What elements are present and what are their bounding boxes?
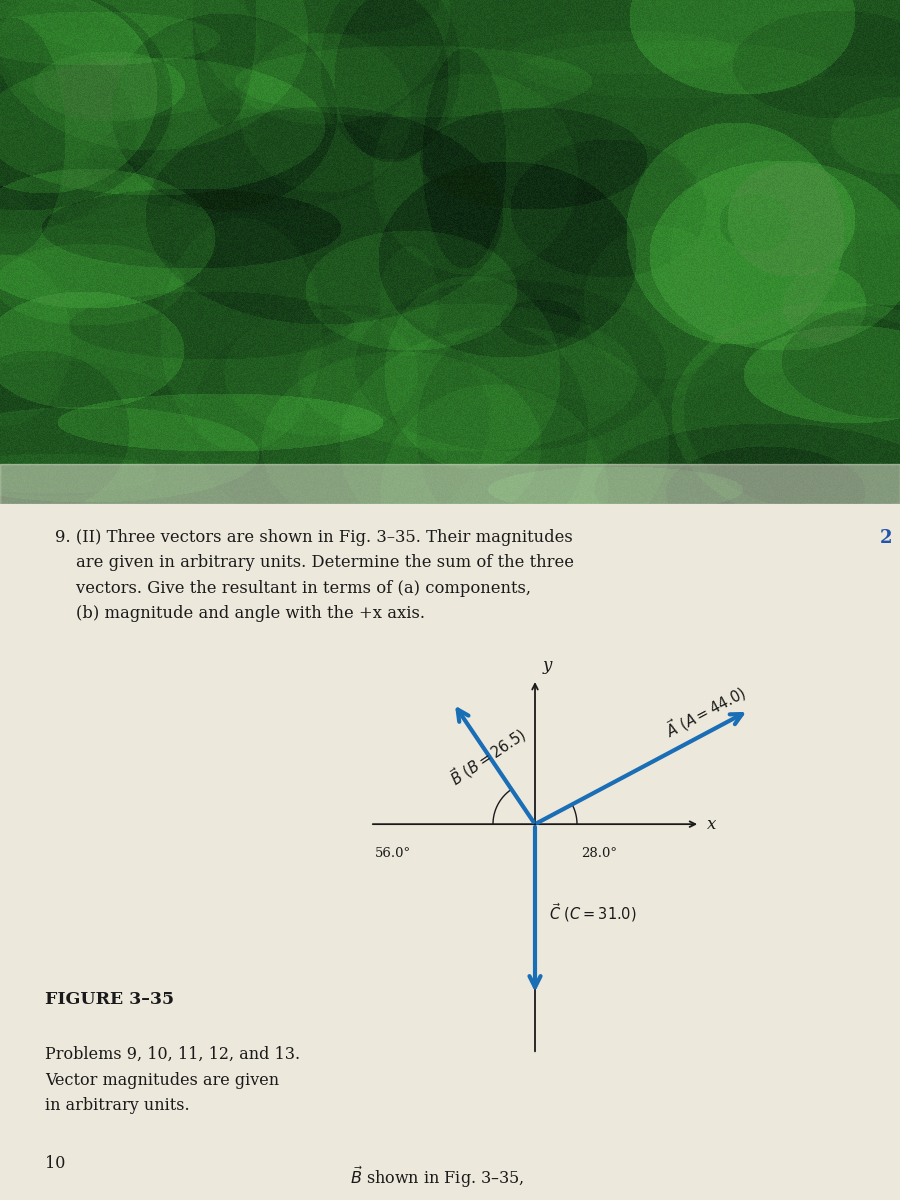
Text: 10: 10: [45, 1154, 66, 1172]
Text: $\vec{C}$ $(C = 31.0)$: $\vec{C}$ $(C = 31.0)$: [549, 901, 636, 924]
Bar: [0, 463, 900, 504]
Text: x: x: [707, 816, 716, 833]
Text: y: y: [543, 658, 553, 674]
Text: Problems 9, 10, 11, 12, and 13.
Vector magnitudes are given
in arbitrary units.: Problems 9, 10, 11, 12, and 13. Vector m…: [45, 1046, 300, 1114]
Text: FIGURE 3–35: FIGURE 3–35: [45, 991, 174, 1008]
Text: $\vec{A}$ $(A = 44.0)$: $\vec{A}$ $(A = 44.0)$: [662, 680, 751, 742]
Text: 56.0°: 56.0°: [375, 847, 411, 860]
Text: $\vec{B}$ shown in Fig. 3–35,: $\vec{B}$ shown in Fig. 3–35,: [350, 1165, 525, 1190]
Text: 9. (II) Three vectors are shown in Fig. 3–35. Their magnitudes
    are given in : 9. (II) Three vectors are shown in Fig. …: [55, 529, 574, 623]
Text: 28.0°: 28.0°: [581, 847, 617, 860]
Text: 2: 2: [879, 529, 892, 547]
Text: $\vec{B}$ $(B = 26.5)$: $\vec{B}$ $(B = 26.5)$: [445, 722, 530, 791]
